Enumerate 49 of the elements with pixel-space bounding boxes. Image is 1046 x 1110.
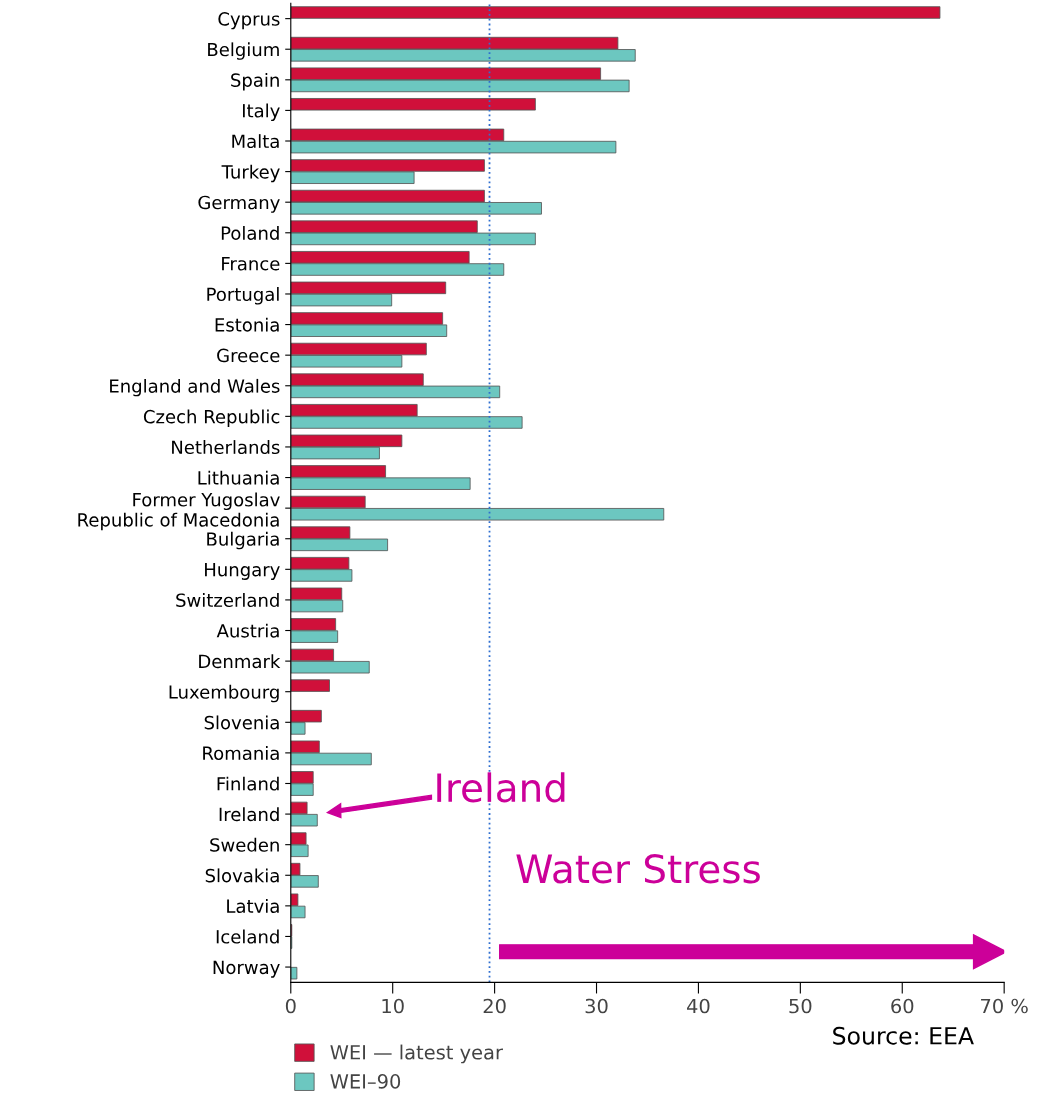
- y-tick-label: Austria: [216, 623, 279, 638]
- y-tick-label: Ireland: [219, 807, 279, 822]
- x-tick-label: 40: [687, 998, 710, 1014]
- y-tick-label: Poland: [221, 225, 279, 240]
- x-tick-label: 30: [585, 998, 608, 1014]
- y-tick-label: Iceland: [216, 929, 279, 944]
- y-tick-label: Slovakia: [205, 868, 279, 883]
- x-tick-label: 0: [285, 998, 296, 1014]
- y-tick-label: Bulgaria: [207, 531, 279, 550]
- y-tick-label: Slovenia: [204, 715, 279, 730]
- y-tick-label: Belgium: [208, 42, 279, 60]
- y-tick-label: France: [222, 257, 280, 271]
- y-tick-label: Cyprus: [218, 12, 280, 30]
- y-tick-label: Latvia: [227, 899, 279, 913]
- y-tick-label: Sweden: [210, 837, 279, 852]
- y-tick-label: Portugal: [207, 287, 279, 305]
- x-tick-label: 50: [789, 998, 812, 1014]
- y-tick-label: Greece: [217, 348, 280, 363]
- y-tick-label: Finland: [217, 776, 279, 791]
- bar: [290, 679, 330, 692]
- bar: [290, 98, 536, 111]
- y-tick-label: Denmark: [199, 654, 281, 669]
- x-tick-label: 10: [382, 998, 404, 1014]
- y-tick-label: Germany: [198, 195, 280, 213]
- y-tick-label: Italy: [242, 103, 280, 122]
- source-note: Source: EEA: [833, 1026, 974, 1045]
- y-tick-label: Luxembourg: [169, 684, 279, 703]
- x-tick-label: 70 %: [981, 998, 1028, 1014]
- y-tick-label: Hungary: [205, 563, 280, 580]
- y-tick-label: Norway: [213, 960, 280, 978]
- y-tick-label: Czech Republic: [143, 409, 280, 427]
- annotation: Water Stress: [516, 854, 760, 884]
- legend-label: WEI–90: [330, 1074, 401, 1089]
- bar: [290, 6, 941, 19]
- y-tick-label: Malta: [232, 134, 279, 149]
- y-tick-label: Netherlands: [172, 440, 280, 455]
- y-tick-label: Estonia: [215, 317, 279, 332]
- annotation: Ireland: [437, 772, 565, 803]
- y-tick-label: Lithuania: [198, 470, 279, 485]
- y-tick-label: Turkey: [221, 164, 280, 183]
- bar: [290, 966, 298, 980]
- y-tick-label: Spain: [231, 72, 279, 91]
- y-tick-label: Former Yugoslav Republic of Macedonia: [78, 492, 280, 531]
- legend-label: WEI — latest year: [330, 1044, 503, 1064]
- y-tick-label: Switzerland: [176, 593, 279, 608]
- y-tick-label: England and Wales: [110, 378, 280, 397]
- x-tick-label: 20: [483, 998, 506, 1014]
- y-tick-label: Romania: [203, 746, 279, 761]
- x-tick-label: 60: [891, 998, 914, 1014]
